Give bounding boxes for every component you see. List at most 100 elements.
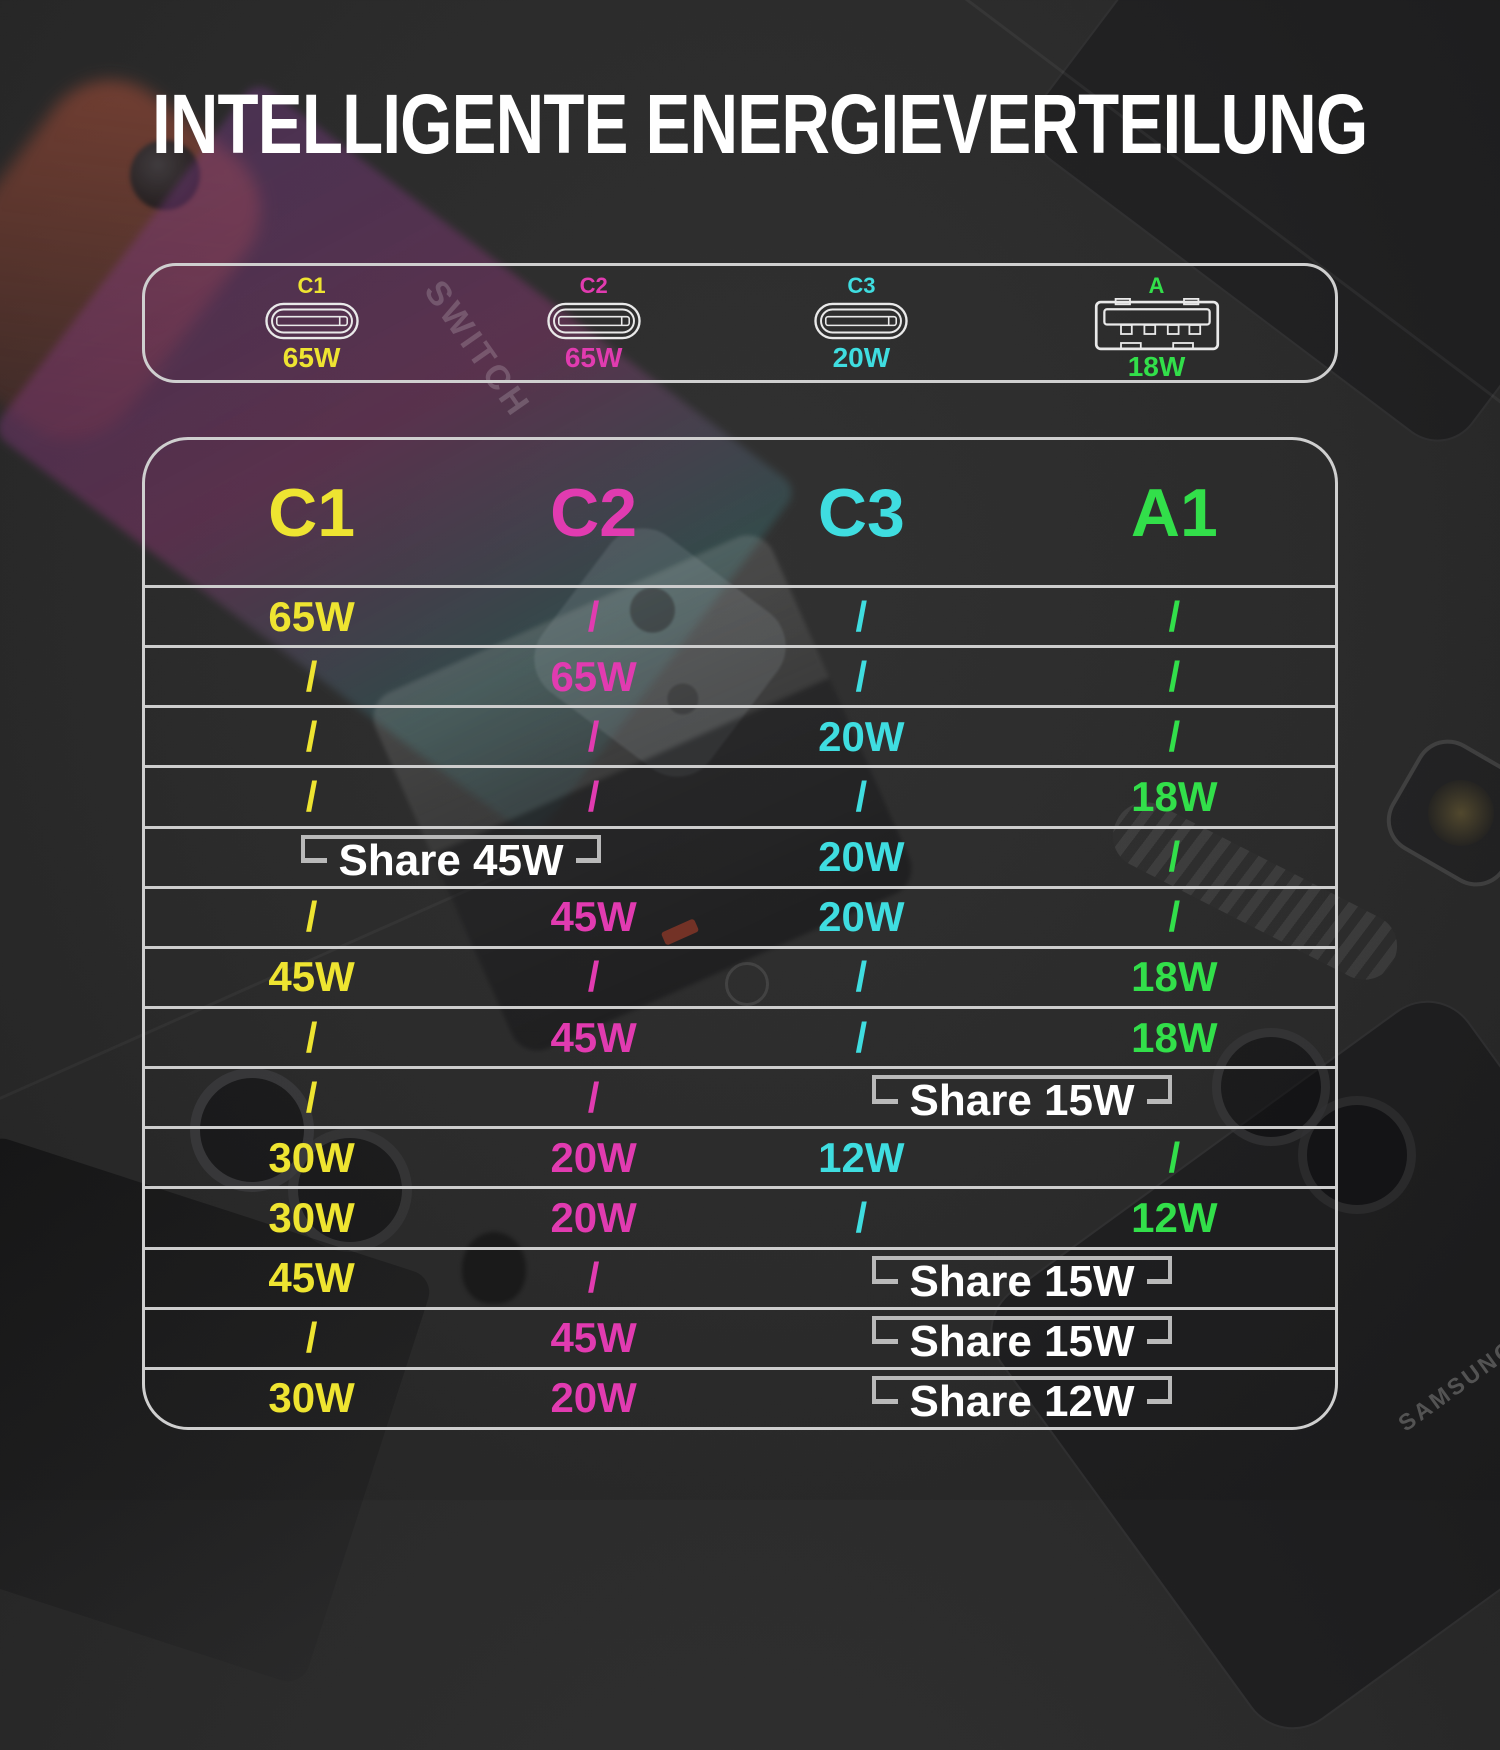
table-row: / 45W Share 15W	[145, 1306, 1335, 1367]
cell-a1: 18W	[1131, 772, 1218, 820]
cell-c2: 45W	[550, 893, 637, 941]
share-bracket-stub	[1146, 1098, 1173, 1104]
port-wattage: 20W	[832, 342, 891, 373]
cell-a1: 18W	[1131, 1013, 1218, 1061]
port-group-c1: C1 65W	[264, 266, 360, 380]
cell-c3: /	[855, 1193, 868, 1241]
table-row: 30W 20W / 12W	[145, 1186, 1335, 1246]
usb-c-port-icon	[264, 297, 360, 344]
cell-c1: /	[305, 893, 318, 941]
share-label-row: Share 15W	[872, 1256, 1173, 1306]
cell-c1: 30W	[268, 1133, 355, 1181]
cell-c1: 30W	[268, 1374, 355, 1422]
cell-c2: 20W	[550, 1193, 637, 1241]
share-bracket-box: Share 15W	[872, 1310, 1173, 1367]
cell-c3: /	[855, 1013, 868, 1061]
port-wattage: 18W	[1127, 351, 1186, 382]
page-title-text: INTELLIGENTE ENERGIEVERTEILUNG	[151, 77, 1368, 171]
cell-c1: 65W	[268, 592, 355, 640]
cell-c1: /	[305, 1013, 318, 1061]
cell-a1: /	[1168, 833, 1181, 881]
share-bracket-frame	[872, 1375, 1172, 1402]
share-label: Share 15W	[909, 1076, 1135, 1126]
cell-c3: /	[855, 772, 868, 820]
cell-c3: /	[855, 652, 868, 700]
table-row: / / / 18W	[145, 765, 1335, 825]
port-label: C2	[579, 273, 608, 298]
cell-a1: /	[1168, 592, 1181, 640]
table-row: 30W 20W 12W /	[145, 1126, 1335, 1186]
share-bracket: Share 15W	[709, 1310, 1335, 1367]
cell-c2: 65W	[550, 652, 637, 700]
column-header-c2: C2	[550, 474, 638, 551]
cell-c3: 12W	[818, 1133, 905, 1181]
share-bracket-frame	[872, 1315, 1172, 1342]
share-bracket-stub	[872, 1098, 898, 1104]
cell-a1: /	[1168, 1133, 1181, 1181]
share-label: Share 15W	[909, 1256, 1135, 1306]
table-row: 45W / Share 15W	[145, 1246, 1335, 1307]
cell-c2: 20W	[550, 1133, 637, 1181]
table-row: Share 45W 20W /	[145, 825, 1335, 886]
cell-c1: /	[305, 772, 318, 820]
power-table-rows: 65W / / //65W / / //20W / / //18W Share 45W 20W //45…	[145, 585, 1335, 1427]
table-row: 65W / / /	[145, 585, 1335, 645]
cell-c3: /	[855, 953, 868, 1001]
table-row: 45W / / 18W	[145, 945, 1335, 1006]
share-bracket-stub	[872, 1279, 898, 1285]
cell-c2: 45W	[550, 1013, 637, 1061]
port-group-a: A 18W	[1094, 266, 1220, 382]
cell-c2: /	[587, 592, 600, 640]
port-group-c3: C3 20W	[813, 266, 909, 380]
share-bracket-box: Share 12W	[872, 1370, 1173, 1427]
table-row: 30W 20W Share 12W	[145, 1366, 1335, 1427]
share-label: Share 15W	[909, 1316, 1135, 1366]
share-bracket-stub	[872, 1339, 898, 1345]
column-header-c3: C3	[817, 474, 905, 551]
usb-a-port-icon	[1094, 297, 1220, 353]
column-header-c1: C1	[268, 474, 356, 551]
cell-c3: 20W	[818, 893, 905, 941]
share-bracket: Share 15W	[709, 1069, 1335, 1126]
usb-c-port-icon	[813, 297, 909, 344]
table-row: / 45W 20W /	[145, 885, 1335, 946]
share-bracket-box: Share 15W	[872, 1250, 1173, 1307]
share-label-row: Share 15W	[872, 1316, 1173, 1366]
ports-panel: C1 65W C2 65W	[142, 263, 1338, 383]
cell-a1: /	[1168, 893, 1181, 941]
share-label-row: Share 15W	[872, 1076, 1173, 1126]
cell-c2: /	[587, 1254, 600, 1302]
table-header-row: C1 C2 C3 A1	[145, 440, 1335, 585]
share-bracket: Share 15W	[709, 1250, 1335, 1307]
cell-c2: /	[587, 712, 600, 760]
cell-c1: 45W	[268, 1254, 355, 1302]
port-wattage: 65W	[282, 342, 341, 373]
share-bracket-box: Share 15W	[872, 1069, 1173, 1126]
cell-a1: 18W	[1131, 953, 1218, 1001]
share-bracket-box: Share 45W	[301, 829, 602, 886]
cell-c1: 30W	[268, 1193, 355, 1241]
share-bracket-stub	[872, 1399, 898, 1405]
share-bracket-stub	[301, 858, 327, 864]
port-wattage: 65W	[564, 342, 623, 373]
cell-c2: /	[587, 1073, 600, 1121]
page-title: INTELLIGENTE ENERGIEVERTEILUNG	[0, 82, 1500, 166]
cell-c2: 20W	[550, 1374, 637, 1422]
cell-a1: /	[1168, 652, 1181, 700]
port-label: A	[1148, 273, 1165, 298]
share-bracket-frame	[872, 1075, 1172, 1102]
share-bracket-stub	[1146, 1339, 1173, 1345]
cell-c3: /	[855, 592, 868, 640]
share-label: Share 12W	[909, 1376, 1135, 1426]
port-group-c2: C2 65W	[546, 266, 642, 380]
cell-a1: 12W	[1131, 1193, 1218, 1241]
table-row: / / 20W /	[145, 705, 1335, 765]
port-label: C3	[847, 273, 876, 298]
cell-c2: /	[587, 772, 600, 820]
port-label: C1	[297, 273, 326, 298]
table-row: / 65W / /	[145, 645, 1335, 705]
column-header-a1: A1	[1130, 474, 1218, 551]
share-bracket-stub	[1146, 1399, 1173, 1405]
cell-c1: 45W	[268, 953, 355, 1001]
share-bracket: Share 12W	[709, 1370, 1335, 1427]
